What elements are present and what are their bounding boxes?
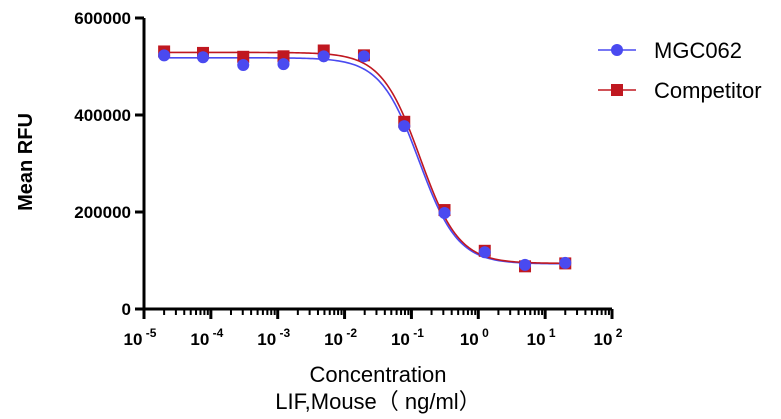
y-tick-label: 200000 [74, 203, 131, 222]
y-tick-label: 0 [122, 300, 131, 319]
data-point-mgc062 [277, 58, 290, 71]
data-point-mgc062 [398, 120, 411, 133]
y-axis-ticks: 0 200000 400000 600000 [74, 9, 144, 319]
fit-curve-mgc062 [164, 56, 566, 265]
x-tick-label: 10 2 [594, 326, 623, 349]
fit-curves [164, 51, 566, 265]
y-tick-label: 600000 [74, 9, 131, 28]
data-point-mgc062 [519, 258, 532, 271]
data-point-mgc062 [158, 49, 171, 62]
x-tick-label: 10 0 [460, 326, 489, 349]
x-axis-title-line2: LIF,Mouse（ ng/ml） [275, 389, 480, 414]
x-tick-label: 10 -3 [257, 326, 290, 349]
x-axis-ticks: 10 -5 10 -4 10 -3 10 -2 10 -1 10 0 10 1 10 2 [124, 309, 623, 349]
fit-curve-competitor [164, 51, 566, 265]
legend-label: Competitor [654, 78, 762, 103]
data-point-mgc062 [237, 59, 250, 72]
data-point-mgc062 [559, 256, 572, 269]
data-point-mgc062 [357, 50, 370, 63]
data-point-mgc062 [478, 246, 491, 259]
x-tick-label: 10 -4 [190, 326, 223, 349]
x-tick-label: 10 1 [527, 326, 556, 349]
plot-area [142, 18, 612, 311]
data-point-mgc062 [438, 206, 451, 219]
legend: MGC062 Competitor [598, 38, 762, 103]
legend-marker [611, 44, 623, 56]
data-points [158, 44, 572, 273]
x-tick-label: 10 -2 [324, 326, 357, 349]
data-point-mgc062 [317, 50, 330, 63]
x-axis-title: Concentration [310, 362, 447, 387]
legend-label: MGC062 [654, 38, 742, 63]
legend-marker [611, 84, 623, 96]
x-tick-label: 10 -5 [124, 326, 157, 349]
data-point-mgc062 [197, 51, 210, 64]
y-axis-title: Mean RFU [15, 113, 37, 211]
data-point-competitor [237, 50, 250, 63]
y-tick-label: 400000 [74, 106, 131, 125]
x-tick-label: 10 -1 [391, 326, 424, 349]
